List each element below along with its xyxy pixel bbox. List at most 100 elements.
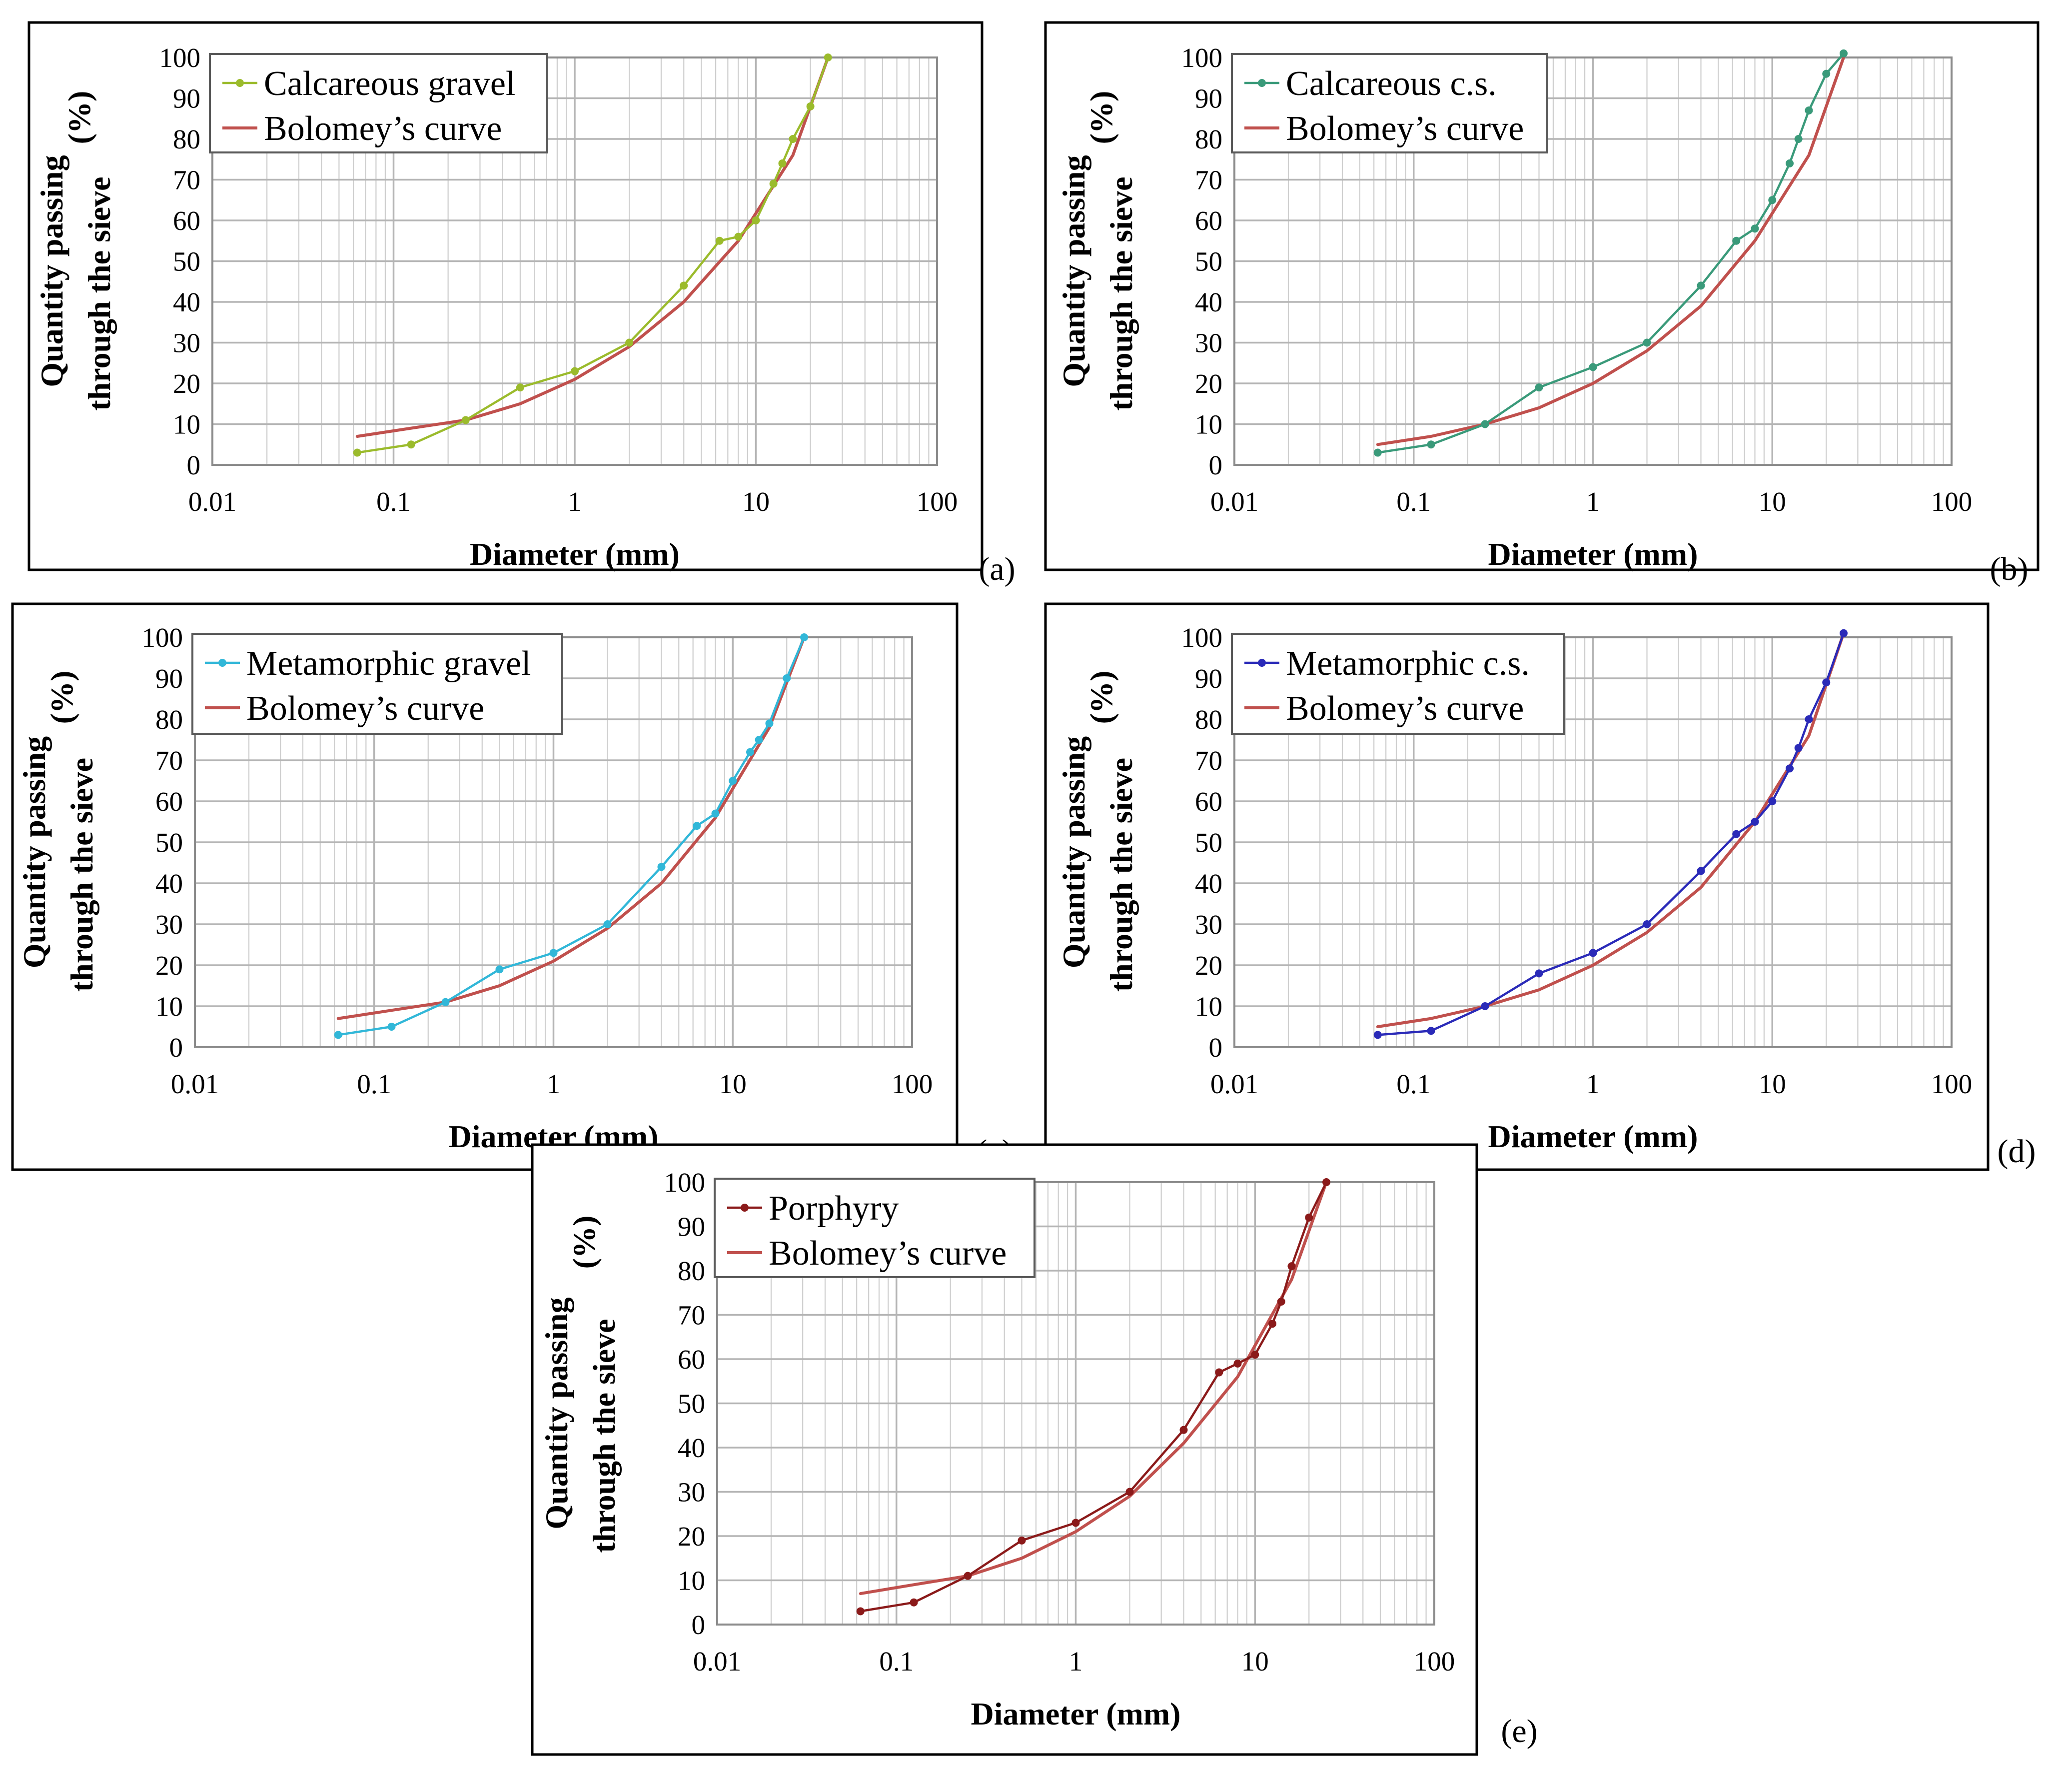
data-point	[387, 1023, 396, 1031]
y-tick-label: 90	[1195, 83, 1222, 114]
data-point	[964, 1572, 972, 1580]
legend-label: Porphyry	[769, 1189, 899, 1228]
y-axis-title: Quantity passing	[539, 1297, 574, 1529]
y-axis-title-line2: through the sieve	[586, 1319, 622, 1553]
data-point	[711, 809, 720, 818]
y-tick-label: 40	[1195, 868, 1222, 899]
y-axis-title-line1: Quantity passing	[16, 736, 52, 968]
y-tick-label: 0	[692, 1610, 706, 1640]
x-tick-label: 1	[1069, 1646, 1083, 1677]
y-axis-unit: (%)	[566, 1216, 602, 1269]
y-tick-label: 90	[678, 1212, 705, 1242]
data-point	[1018, 1536, 1026, 1545]
data-point	[1768, 196, 1777, 204]
panel-label: (e)	[1501, 1713, 1537, 1750]
x-axis-title: Diameter (mm)	[971, 1696, 1181, 1732]
y-tick-label: 50	[1195, 246, 1222, 277]
data-point	[625, 338, 634, 347]
data-point	[769, 179, 778, 188]
data-point	[1305, 1213, 1313, 1222]
data-point	[1481, 420, 1489, 428]
data-point	[1287, 1262, 1296, 1271]
data-point	[856, 1607, 865, 1616]
y-axis-title-2: through the sieve	[586, 1319, 622, 1553]
data-point	[1322, 1178, 1331, 1186]
data-point	[1643, 920, 1651, 928]
legend-label: Bolomey’s curve	[1286, 689, 1524, 728]
legend: Metamorphic gravel Bolomey’s curve	[191, 633, 563, 735]
y-tick-label: 70	[1195, 745, 1222, 776]
data-point	[783, 674, 791, 682]
data-point	[1768, 797, 1777, 805]
data-point	[495, 965, 504, 974]
legend-label: Bolomey’s curve	[1286, 109, 1524, 148]
y-tick-label: 90	[173, 83, 200, 114]
y-axis-title-line1: Quantity passing	[34, 155, 69, 387]
legend-label: Calcareous gravel	[264, 64, 515, 103]
y-tick-label: 100	[1181, 622, 1223, 653]
data-point	[693, 822, 701, 830]
legend-label: Metamorphic c.s.	[1286, 644, 1530, 683]
chart-panel-e: 0.01 0.1 1 10 100 0 10 20 30 40 50 60 70 80 90 100 Diame…	[531, 1143, 1538, 1756]
y-tick-label: 30	[1195, 909, 1222, 940]
data-point	[824, 53, 832, 61]
chart-panel-b: 0.01 0.1 1 10 100 0 10 20 30 40 50 60 70 80 90 100 Diame…	[1044, 21, 2040, 587]
plot-area	[716, 1181, 1435, 1626]
x-tick-label: 0.01	[1210, 486, 1258, 517]
legend: Porphyry Bolomey’s curve	[714, 1178, 1036, 1278]
y-axis-title-line1: Quantity passing	[539, 1297, 574, 1529]
y-tick-label: 10	[1195, 991, 1222, 1022]
y-axis-unit: (%)	[61, 91, 97, 144]
y-tick-label: 40	[155, 868, 183, 899]
y-axis-title: Quantity passing	[1056, 155, 1091, 387]
legend-label: Bolomey’s curve	[769, 1234, 1007, 1273]
data-point	[1589, 363, 1597, 371]
measured-series	[1373, 49, 1848, 457]
legend-label: Metamorphic gravel	[246, 644, 531, 683]
x-tick-label: 10	[719, 1069, 747, 1099]
legend-marker	[741, 1204, 749, 1212]
chart-panel-d: 0.01 0.1 1 10 100 0 10 20 30 40 50 60 70 80 90 100 Diame…	[1044, 602, 2036, 1171]
data-point	[1251, 1351, 1259, 1359]
y-tick-label: 100	[159, 42, 201, 73]
x-tick-label: 10	[742, 486, 770, 517]
data-point	[765, 719, 774, 728]
legend-marker	[218, 659, 226, 667]
y-axis-unit: (%)	[1083, 671, 1119, 724]
data-point	[1277, 1297, 1285, 1306]
y-tick-label: 50	[678, 1389, 705, 1419]
y-tick-label: 50	[155, 827, 183, 858]
data-point	[441, 998, 450, 1006]
data-point	[1535, 969, 1543, 978]
data-point	[1179, 1426, 1188, 1434]
y-tick-label: 0	[187, 450, 201, 480]
legend-box	[191, 633, 563, 735]
measured-series	[856, 1178, 1331, 1616]
bolomey-series	[1376, 631, 1845, 1028]
data-point	[1840, 49, 1848, 57]
x-tick-label: 10	[1759, 1069, 1786, 1099]
data-point	[1732, 236, 1741, 245]
plot-area	[1233, 636, 1953, 1048]
y-tick-label: 60	[173, 205, 200, 236]
y-tick-label: 20	[1195, 368, 1222, 399]
data-point	[461, 416, 470, 424]
legend-label: Bolomey’s curve	[246, 689, 484, 728]
data-point	[755, 736, 763, 744]
y-tick-label: 0	[1209, 1032, 1223, 1063]
y-axis-title-2: through the sieve	[1103, 758, 1139, 992]
legend-marker	[236, 79, 244, 87]
y-tick-label: 30	[1195, 328, 1222, 358]
data-point	[1751, 224, 1759, 233]
x-tick-label: 0.1	[376, 486, 411, 517]
x-tick-label: 1	[1586, 1069, 1600, 1099]
data-point	[1481, 1002, 1489, 1010]
x-tick-label: 100	[892, 1069, 933, 1099]
x-tick-label: 100	[917, 486, 958, 517]
legend: Calcareous gravel Bolomey’s curve	[209, 53, 548, 153]
y-axis-unit-label: (%)	[61, 91, 97, 144]
x-tick-label: 0.01	[188, 486, 236, 517]
plot-area	[1233, 56, 1953, 466]
data-point	[1071, 1519, 1080, 1527]
y-tick-label: 10	[155, 991, 183, 1022]
